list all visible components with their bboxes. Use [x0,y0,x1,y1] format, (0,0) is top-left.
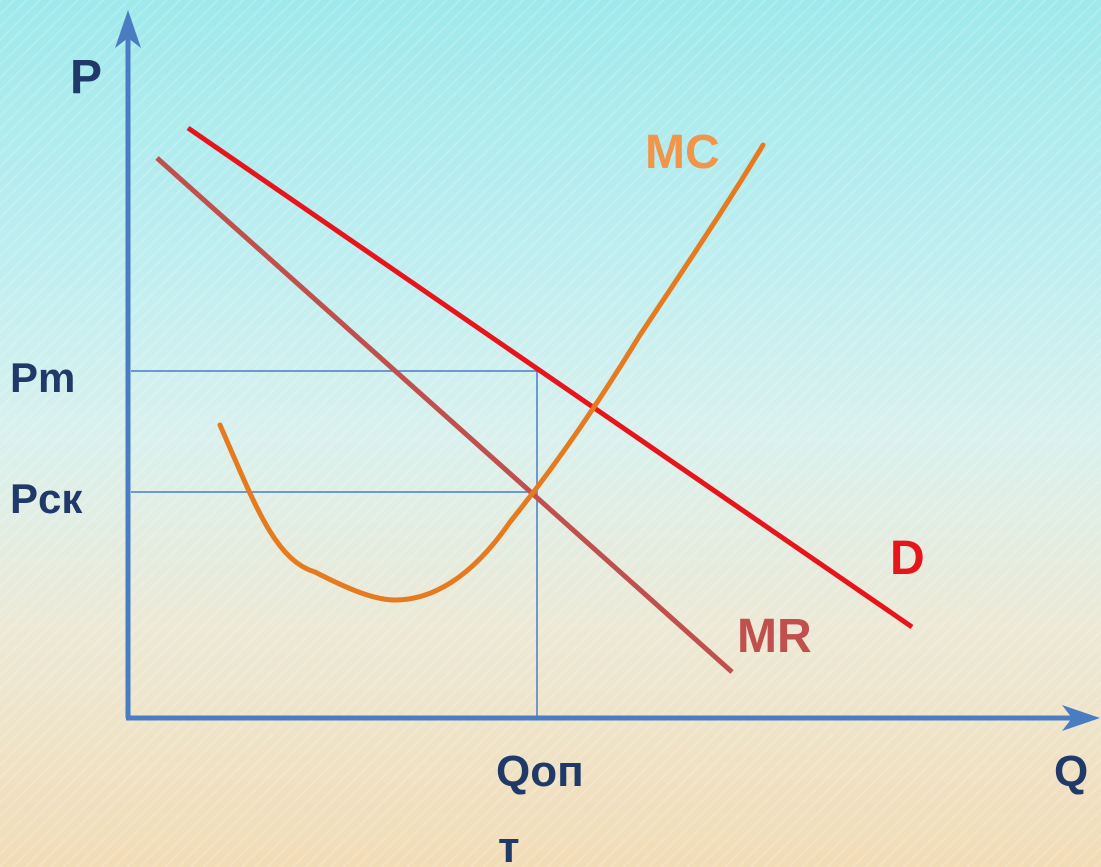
mr-curve-label: MR [737,610,812,663]
mc-curve [217,142,766,603]
y-axis-arrowhead [115,10,141,48]
pm-tick-label: Pm [10,354,75,401]
mc-curve-label: MC [645,126,720,179]
x-axis-label: Q [1054,747,1088,796]
x-axis-arrowhead [1062,705,1100,731]
qopt-tick-label-line1: Qоп [496,747,584,796]
qopt-tick-label-line2: т [498,823,520,867]
d-curve-label: D [890,532,925,585]
y-axis-label: P [70,51,102,104]
mr-curve [155,156,734,674]
d-curve [186,125,914,630]
pck-tick-label: Рск [10,475,83,522]
